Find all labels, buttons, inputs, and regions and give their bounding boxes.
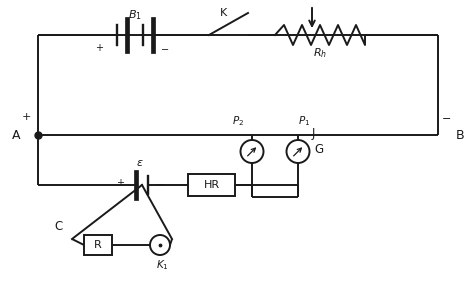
- Circle shape: [240, 140, 264, 163]
- FancyBboxPatch shape: [84, 235, 112, 255]
- Text: R: R: [94, 240, 102, 250]
- Text: A: A: [12, 129, 20, 142]
- Text: +: +: [21, 112, 31, 122]
- Text: $P_2$: $P_2$: [232, 114, 244, 128]
- FancyBboxPatch shape: [188, 174, 235, 196]
- Text: B: B: [456, 129, 465, 142]
- Text: $\varepsilon$: $\varepsilon$: [136, 158, 144, 168]
- Text: K: K: [220, 8, 227, 18]
- Text: $K_1$: $K_1$: [155, 258, 168, 272]
- Text: $-$: $-$: [441, 112, 451, 122]
- Circle shape: [150, 235, 170, 255]
- Text: $P_1$: $P_1$: [298, 114, 310, 128]
- Text: +: +: [95, 43, 103, 53]
- Text: +: +: [116, 178, 124, 188]
- Circle shape: [286, 140, 310, 163]
- Text: C: C: [54, 220, 62, 234]
- Text: $B_1$: $B_1$: [128, 8, 142, 22]
- Text: J: J: [312, 126, 315, 139]
- Text: $-$: $-$: [160, 43, 170, 53]
- Text: $-$: $-$: [155, 178, 164, 188]
- Text: G: G: [314, 143, 323, 156]
- Text: HR: HR: [203, 180, 219, 190]
- Text: $R_h$: $R_h$: [313, 46, 327, 60]
